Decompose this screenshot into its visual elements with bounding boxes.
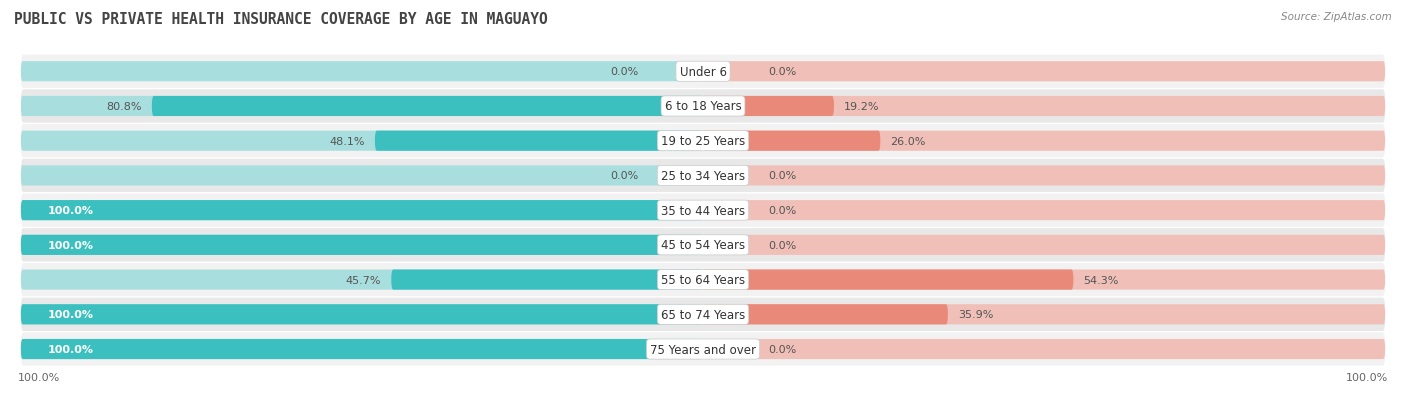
Text: 80.8%: 80.8%	[105, 102, 142, 112]
Text: 100.0%: 100.0%	[17, 372, 59, 382]
FancyBboxPatch shape	[703, 166, 1385, 186]
Text: 26.0%: 26.0%	[890, 136, 927, 146]
FancyBboxPatch shape	[152, 97, 703, 117]
FancyBboxPatch shape	[21, 304, 703, 325]
FancyBboxPatch shape	[21, 339, 703, 359]
Text: 100.0%: 100.0%	[48, 344, 94, 354]
Text: 65 to 74 Years: 65 to 74 Years	[661, 308, 745, 321]
Text: 0.0%: 0.0%	[768, 206, 796, 216]
FancyBboxPatch shape	[703, 131, 1385, 152]
Text: 45 to 54 Years: 45 to 54 Years	[661, 239, 745, 252]
Text: Source: ZipAtlas.com: Source: ZipAtlas.com	[1281, 12, 1392, 22]
FancyBboxPatch shape	[21, 201, 703, 221]
FancyBboxPatch shape	[21, 90, 1385, 123]
Text: 55 to 64 Years: 55 to 64 Years	[661, 273, 745, 286]
FancyBboxPatch shape	[391, 270, 703, 290]
FancyBboxPatch shape	[21, 229, 1385, 262]
Text: 25 to 34 Years: 25 to 34 Years	[661, 169, 745, 183]
FancyBboxPatch shape	[21, 166, 703, 186]
Text: 100.0%: 100.0%	[48, 310, 94, 320]
Text: 0.0%: 0.0%	[610, 67, 638, 77]
FancyBboxPatch shape	[21, 55, 1385, 89]
FancyBboxPatch shape	[703, 235, 1385, 255]
Text: 54.3%: 54.3%	[1084, 275, 1119, 285]
FancyBboxPatch shape	[21, 131, 703, 152]
FancyBboxPatch shape	[21, 201, 703, 221]
FancyBboxPatch shape	[375, 131, 703, 152]
FancyBboxPatch shape	[21, 235, 703, 255]
Text: 19.2%: 19.2%	[844, 102, 880, 112]
Text: 0.0%: 0.0%	[768, 344, 796, 354]
Text: 35.9%: 35.9%	[957, 310, 994, 320]
FancyBboxPatch shape	[21, 159, 1385, 192]
FancyBboxPatch shape	[703, 304, 1385, 325]
Text: Under 6: Under 6	[679, 66, 727, 78]
Text: 75 Years and over: 75 Years and over	[650, 343, 756, 356]
Text: 0.0%: 0.0%	[610, 171, 638, 181]
Text: 45.7%: 45.7%	[346, 275, 381, 285]
FancyBboxPatch shape	[21, 62, 703, 82]
FancyBboxPatch shape	[703, 201, 1385, 221]
FancyBboxPatch shape	[703, 97, 834, 117]
FancyBboxPatch shape	[21, 298, 1385, 331]
FancyBboxPatch shape	[703, 97, 1385, 117]
FancyBboxPatch shape	[21, 270, 703, 290]
Text: 100.0%: 100.0%	[1347, 372, 1389, 382]
FancyBboxPatch shape	[703, 62, 1385, 82]
FancyBboxPatch shape	[21, 263, 1385, 297]
FancyBboxPatch shape	[21, 304, 703, 325]
Text: 19 to 25 Years: 19 to 25 Years	[661, 135, 745, 148]
Text: 48.1%: 48.1%	[329, 136, 364, 146]
Text: 100.0%: 100.0%	[48, 240, 94, 250]
FancyBboxPatch shape	[21, 235, 703, 255]
FancyBboxPatch shape	[21, 194, 1385, 227]
Text: 6 to 18 Years: 6 to 18 Years	[665, 100, 741, 113]
FancyBboxPatch shape	[703, 339, 1385, 359]
FancyBboxPatch shape	[703, 270, 1073, 290]
FancyBboxPatch shape	[703, 304, 948, 325]
FancyBboxPatch shape	[21, 339, 703, 359]
Text: 35 to 44 Years: 35 to 44 Years	[661, 204, 745, 217]
FancyBboxPatch shape	[21, 332, 1385, 366]
Text: 0.0%: 0.0%	[768, 67, 796, 77]
FancyBboxPatch shape	[703, 131, 880, 152]
FancyBboxPatch shape	[21, 125, 1385, 158]
Text: 0.0%: 0.0%	[768, 171, 796, 181]
FancyBboxPatch shape	[703, 270, 1385, 290]
Text: 100.0%: 100.0%	[48, 206, 94, 216]
FancyBboxPatch shape	[21, 97, 703, 117]
Text: PUBLIC VS PRIVATE HEALTH INSURANCE COVERAGE BY AGE IN MAGUAYO: PUBLIC VS PRIVATE HEALTH INSURANCE COVER…	[14, 12, 548, 27]
Text: 0.0%: 0.0%	[768, 240, 796, 250]
